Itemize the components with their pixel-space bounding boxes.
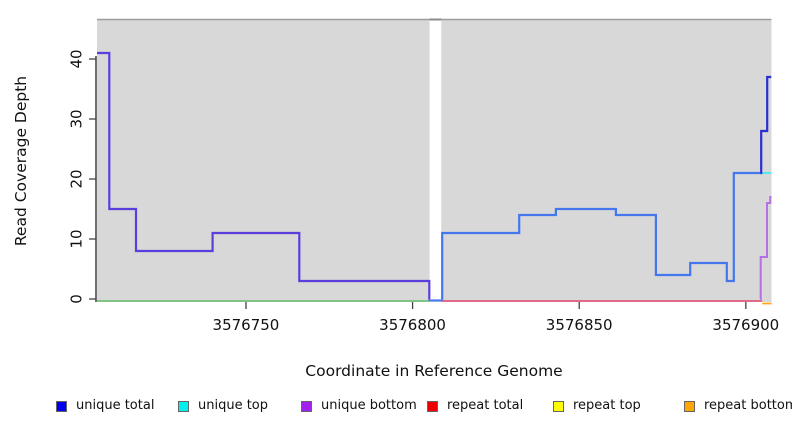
x-axis-title: Coordinate in Reference Genome <box>305 362 562 380</box>
no-data-gap <box>429 20 442 302</box>
legend-item: repeat top <box>553 397 641 415</box>
y-axis-title: Read Coverage Depth <box>12 76 30 246</box>
x-tick-label: 3576800 <box>379 316 446 334</box>
legend-swatch-icon <box>427 400 438 412</box>
legend-swatch-icon <box>301 400 312 412</box>
legend-item: unique total <box>56 397 154 415</box>
series-unique-total-right <box>441 171 761 301</box>
series-unique-bottom-right <box>759 196 772 300</box>
legend-swatch-icon <box>684 400 695 412</box>
y-tick-label: 30 <box>68 109 86 128</box>
y-tick-label: 10 <box>68 229 86 248</box>
y-tick-label: 20 <box>68 169 86 188</box>
legend-label: repeat total <box>447 398 524 413</box>
legend-label: repeat top <box>573 398 641 413</box>
legend-label: unique top <box>198 398 269 413</box>
legend-label: unique total <box>76 398 155 413</box>
legend-label: repeat bottom <box>704 398 792 413</box>
legend-swatch-icon <box>553 400 564 412</box>
legend-item: unique top <box>178 397 268 415</box>
legend-item: unique bottom <box>301 397 417 415</box>
x-tick-label: 3576900 <box>712 316 779 334</box>
chart-legend: unique total unique top unique bottom repea… <box>0 397 792 419</box>
y-tick-label: 40 <box>68 49 86 68</box>
series-unique-total-left <box>97 51 431 301</box>
legend-item: repeat total <box>427 397 523 415</box>
series-unique-total-peak <box>760 75 772 175</box>
x-tick-label: 3576750 <box>213 316 280 334</box>
legend-swatch-icon <box>56 400 67 412</box>
legend-swatch-icon <box>178 400 189 412</box>
legend-label: unique bottom <box>321 398 417 413</box>
x-tick-label: 3576850 <box>546 316 613 334</box>
legend-item: repeat bottom <box>684 397 792 415</box>
y-tick-label: 0 <box>68 294 86 304</box>
